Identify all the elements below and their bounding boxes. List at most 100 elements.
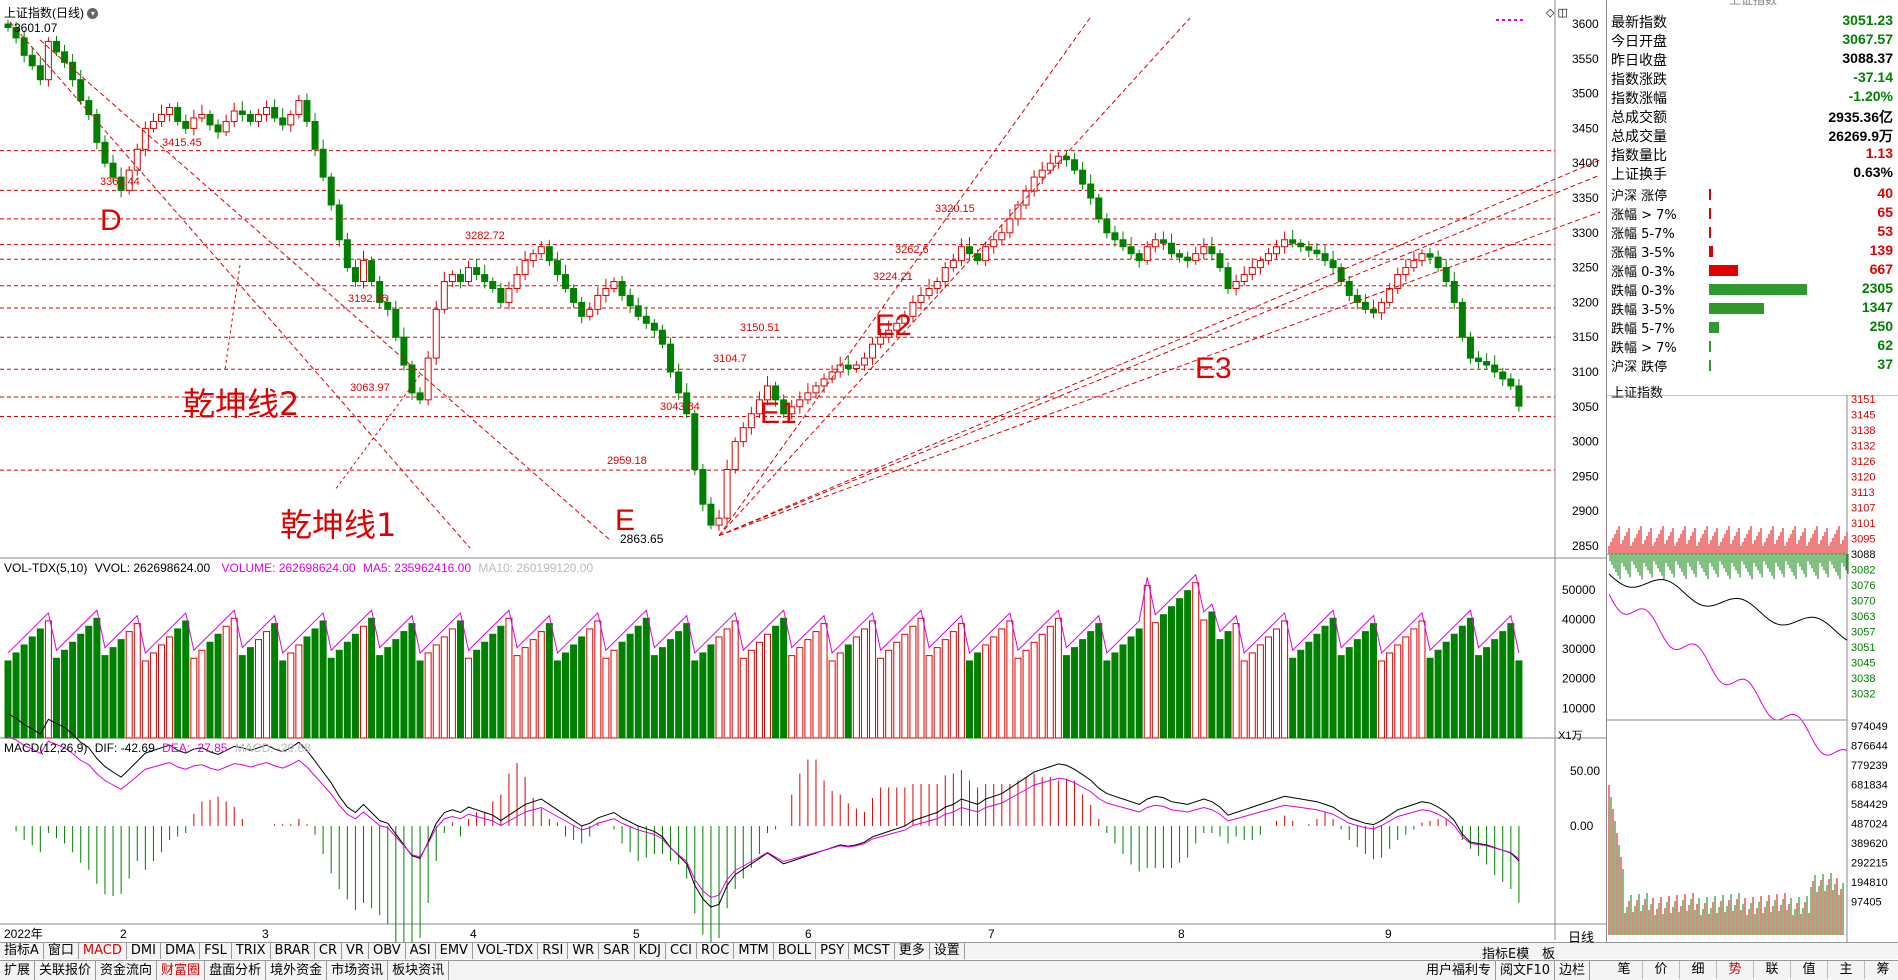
quote-tab[interactable]: 势	[1717, 961, 1754, 979]
candle-body	[739, 427, 747, 443]
window-icon[interactable]: ◫	[1557, 7, 1568, 19]
diamond-icon[interactable]: ◇	[1546, 7, 1555, 19]
section-tab[interactable]: 财富圈	[157, 961, 206, 980]
candle-body	[731, 441, 739, 470]
volume-bar	[101, 655, 109, 739]
breadth-row-value: 62	[1877, 337, 1893, 353]
candle-body	[1305, 246, 1313, 251]
indicator-tab[interactable]: BRAR	[271, 943, 315, 959]
candle-body	[12, 26, 20, 39]
volume-bar	[1491, 639, 1499, 739]
volume-bar	[246, 647, 254, 739]
indicator-tab[interactable]: PSY	[816, 943, 850, 959]
quote-tab[interactable]: 联	[1754, 961, 1791, 979]
right-section-tab[interactable]: 用户福利专	[1422, 961, 1497, 980]
indicator-tab[interactable]: MTM	[734, 943, 774, 959]
chevron-down-icon[interactable]: ▾	[87, 8, 99, 20]
right-section-tab[interactable]: 阅文F10	[1496, 961, 1556, 980]
candle-body	[1006, 218, 1014, 234]
indicator-mode-label[interactable]: 指标E模	[1482, 947, 1530, 962]
indicator-tab[interactable]: 窗口	[44, 943, 79, 959]
indicator-tab[interactable]: DMI	[127, 943, 161, 959]
volume-bar	[1450, 633, 1458, 739]
section-tab[interactable]: 板块资讯	[388, 961, 450, 980]
volume-bar	[755, 641, 763, 739]
candle-body	[505, 287, 513, 303]
section-tab[interactable]: 扩展	[0, 961, 36, 980]
volume-bar	[1507, 623, 1515, 739]
month-label: 2022年	[4, 927, 43, 941]
indicator-tab[interactable]: TRIX	[232, 943, 271, 959]
volume-bar	[1297, 649, 1305, 739]
pattern-label: E	[615, 504, 635, 537]
breadth-bar	[1709, 227, 1711, 238]
period-label[interactable]: 日线	[1568, 931, 1595, 946]
candle-body	[465, 267, 473, 283]
indicator-tab[interactable]: 更多	[895, 943, 930, 959]
intraday-volume-tick: 584429	[1851, 799, 1888, 811]
volume-bar	[1030, 641, 1038, 739]
breadth-row: 跌幅 > 7% 62	[1611, 337, 1895, 356]
quote-tab[interactable]: 筹	[1865, 961, 1898, 979]
indicator-tab[interactable]: 设置	[930, 943, 965, 959]
volume-tick-label: 10000	[1562, 701, 1596, 715]
candle-body	[885, 329, 893, 338]
quote-tab[interactable]: 价	[1643, 961, 1680, 979]
section-tab[interactable]: 盘面分析	[205, 961, 267, 980]
indicator-tab[interactable]: ASI	[406, 943, 436, 959]
indicator-tab[interactable]: MACD	[79, 943, 127, 959]
quote-tab[interactable]: 细	[1680, 961, 1717, 979]
indicator-tab[interactable]: BOLL	[774, 943, 817, 959]
volume-bar	[505, 617, 513, 739]
right-section-tab[interactable]: 边栏	[1555, 961, 1591, 980]
indicator-tab[interactable]: FSL	[200, 943, 232, 959]
intraday-chart[interactable]: 3151 3145 3138 3132 3126 3120 3113 3107 3101 3095…	[1607, 395, 1898, 955]
indicator-tab[interactable]: CR	[315, 943, 343, 959]
indicator-tab[interactable]: VOL-TDX	[473, 943, 539, 959]
indicator-tab[interactable]: RSI	[538, 943, 569, 959]
indicator-tab[interactable]: VR	[342, 943, 369, 959]
indicator-tab[interactable]: WR	[568, 943, 600, 959]
section-tab[interactable]: 资金流向	[96, 961, 158, 980]
indicator-tab[interactable]: DMA	[161, 943, 201, 959]
indicator-tab[interactable]: EMV	[436, 943, 473, 959]
indicator-tab[interactable]: 指标A	[0, 943, 44, 959]
volume-indicator-name[interactable]: VOL-TDX(5,10)	[4, 561, 88, 575]
quote-tab[interactable]: 主	[1828, 961, 1865, 979]
section-tab[interactable]: 市场资讯	[327, 961, 389, 980]
qiankun-line-1-label: 乾坤线1	[280, 506, 396, 544]
candle-body	[1151, 239, 1159, 248]
volume-bar	[828, 660, 836, 739]
indicator-tab[interactable]: OBV	[369, 943, 406, 959]
intraday-tick-green: 3063	[1851, 611, 1875, 623]
quote-tab[interactable]: 值	[1791, 961, 1828, 979]
breadth-row: 跌幅 0-3% 2305	[1611, 280, 1895, 299]
candle-body	[1071, 159, 1079, 171]
macd-indicator-name[interactable]: MACD(12,26,9)	[4, 741, 88, 755]
indicator-tab[interactable]: CCI	[666, 943, 698, 959]
volume-bar	[93, 617, 101, 739]
candle-body	[1345, 281, 1353, 296]
candle-body	[755, 399, 763, 415]
indicator-tab[interactable]: KDJ	[635, 943, 667, 959]
indicator-tab[interactable]: MCST	[849, 943, 895, 959]
section-tab[interactable]: 境外资金	[266, 961, 328, 980]
breadth-bar	[1709, 246, 1713, 257]
breadth-bar	[1709, 360, 1711, 371]
breadth-row-label: 沪深 涨停	[1611, 189, 1668, 204]
price-tick-label: 3400	[1572, 156, 1599, 170]
indicator-tab[interactable]: SAR	[599, 943, 635, 959]
candle-body	[319, 148, 327, 178]
section-tab[interactable]: 关联报价	[35, 961, 97, 980]
candle-body	[109, 162, 117, 178]
indicator-tab[interactable]: ROC	[697, 943, 735, 959]
candle-body	[1079, 169, 1087, 185]
kline-svg[interactable]: 3600 3550 3500 3450 3400 3350 3300 3250 3200 3150…	[0, 0, 1606, 948]
indicator-mode2-label[interactable]: 板	[1542, 947, 1556, 962]
intraday-volume-tick: 389620	[1851, 838, 1888, 850]
kline-chart-area[interactable]: 3600 3550 3500 3450 3400 3350 3300 3250 3200 3150…	[0, 0, 1606, 948]
quote-tab[interactable]: 笔	[1606, 961, 1643, 979]
candle-body	[1410, 260, 1418, 269]
candle-body	[61, 51, 69, 63]
candle-body	[448, 274, 456, 283]
